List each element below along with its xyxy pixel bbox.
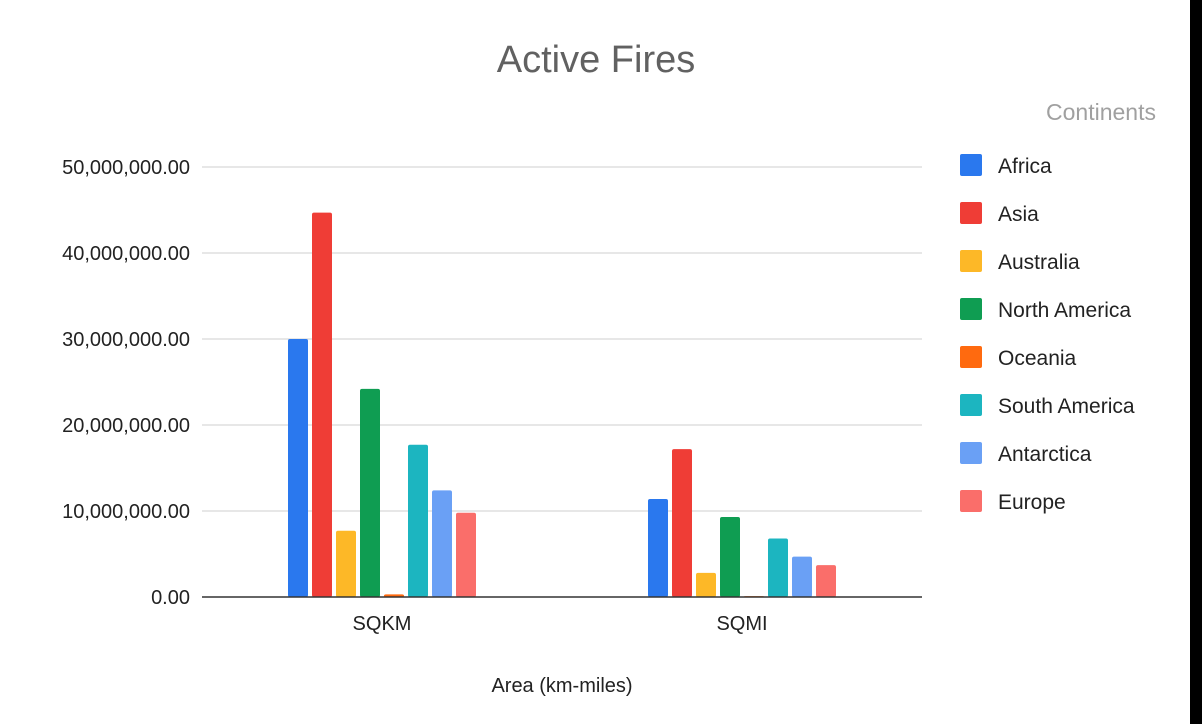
bar-europe-sqmi[interactable] — [816, 565, 836, 597]
legend-item-north-america[interactable]: North America — [960, 298, 1131, 322]
x-axis-title: Area (km-miles) — [491, 675, 632, 697]
bar-asia-sqkm[interactable] — [312, 212, 332, 597]
legend-item-antarctica[interactable]: Antarctica — [960, 442, 1092, 466]
legend-swatch — [960, 394, 982, 416]
y-tick-label: 10,000,000.00 — [62, 501, 190, 523]
y-axis-ticks: 0.00 10,000,000.00 20,000,000.00 30,000,000… — [62, 157, 190, 609]
legend-label: Asia — [998, 203, 1039, 226]
bar-antarctica-sqmi[interactable] — [792, 556, 812, 597]
legend-label: Europe — [998, 491, 1066, 514]
legend-label: Oceania — [998, 347, 1077, 370]
legend-label: Australia — [998, 251, 1080, 274]
y-tick-label: 30,000,000.00 — [62, 329, 190, 351]
legend-swatch — [960, 346, 982, 368]
bar-south-america-sqmi[interactable] — [768, 538, 788, 597]
bar-africa-sqmi[interactable] — [648, 498, 668, 597]
window-edge — [1190, 0, 1202, 724]
bar-south-america-sqkm[interactable] — [408, 444, 428, 597]
legend-item-oceania[interactable]: Oceania — [960, 346, 1077, 370]
y-tick-label: 40,000,000.00 — [62, 243, 190, 265]
bar-asia-sqmi[interactable] — [672, 449, 692, 597]
gridlines — [202, 166, 922, 512]
chart-title: Active Fires — [497, 39, 695, 81]
legend-item-africa[interactable]: Africa — [960, 154, 1052, 178]
bar-north-america-sqkm[interactable] — [360, 388, 380, 597]
legend-label: South America — [998, 395, 1135, 418]
legend-swatch — [960, 298, 982, 320]
y-tick-label: 50,000,000.00 — [62, 157, 190, 179]
bars — [288, 212, 836, 597]
legend-label: North America — [998, 299, 1131, 322]
bar-australia-sqkm[interactable] — [336, 530, 356, 597]
legend-swatch — [960, 154, 982, 176]
bar-europe-sqkm[interactable] — [456, 512, 476, 597]
legend-label: Antarctica — [998, 443, 1092, 466]
legend: Africa Asia Australia North America Oceania S… — [960, 154, 1135, 514]
bar-africa-sqkm[interactable] — [288, 339, 308, 597]
legend-swatch — [960, 250, 982, 272]
bar-antarctica-sqkm[interactable] — [432, 490, 452, 597]
y-tick-label: 20,000,000.00 — [62, 415, 190, 437]
x-tick-label: SQMI — [716, 613, 767, 635]
bar-north-america-sqmi[interactable] — [720, 517, 740, 597]
legend-item-south-america[interactable]: South America — [960, 394, 1135, 418]
legend-swatch — [960, 442, 982, 464]
y-tick-label: 0.00 — [151, 587, 190, 609]
legend-item-australia[interactable]: Australia — [960, 250, 1080, 274]
x-axis-ticks: SQKM SQMI — [353, 613, 768, 635]
legend-label: Africa — [998, 155, 1052, 178]
legend-title: Continents — [1046, 99, 1156, 125]
legend-swatch — [960, 202, 982, 224]
legend-item-asia[interactable]: Asia — [960, 202, 1039, 226]
legend-swatch — [960, 490, 982, 512]
x-tick-label: SQKM — [353, 613, 412, 635]
legend-item-europe[interactable]: Europe — [960, 490, 1066, 514]
bar-australia-sqmi[interactable] — [696, 572, 716, 597]
